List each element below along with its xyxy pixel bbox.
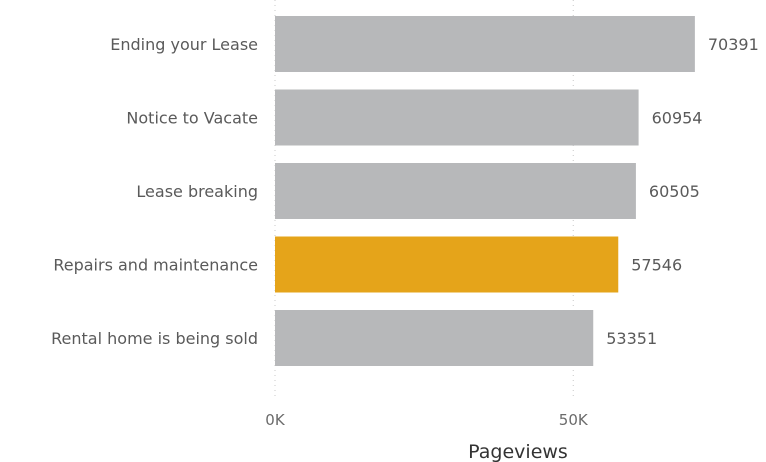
- value-labels: 70391 60954 60505 57546 53351: [606, 35, 759, 348]
- bar[interactable]: [275, 16, 695, 72]
- data-label: 70391: [708, 35, 759, 54]
- bars: [275, 16, 695, 366]
- bar[interactable]: [275, 163, 636, 219]
- data-label: 60954: [652, 109, 703, 128]
- x-axis-title: Pageviews: [468, 441, 568, 462]
- category-label: Lease breaking: [136, 182, 258, 201]
- bar[interactable]: [275, 89, 639, 146]
- category-label: Notice to Vacate: [126, 109, 258, 128]
- category-labels: Ending your Lease Notice to Vacate Lease b…: [51, 35, 258, 348]
- data-label: 60505: [649, 182, 700, 201]
- bar[interactable]: [275, 310, 594, 366]
- x-tick-label: 0K: [265, 411, 286, 429]
- category-label: Rental home is being sold: [51, 329, 258, 348]
- data-label: 57546: [631, 256, 682, 275]
- bar[interactable]: [275, 236, 619, 293]
- category-label: Repairs and maintenance: [53, 256, 258, 275]
- category-label: Ending your Lease: [110, 35, 258, 54]
- data-label: 53351: [606, 329, 657, 348]
- x-tick-label: 50K: [559, 411, 589, 429]
- x-axis-ticks: 0K 50K: [265, 411, 589, 429]
